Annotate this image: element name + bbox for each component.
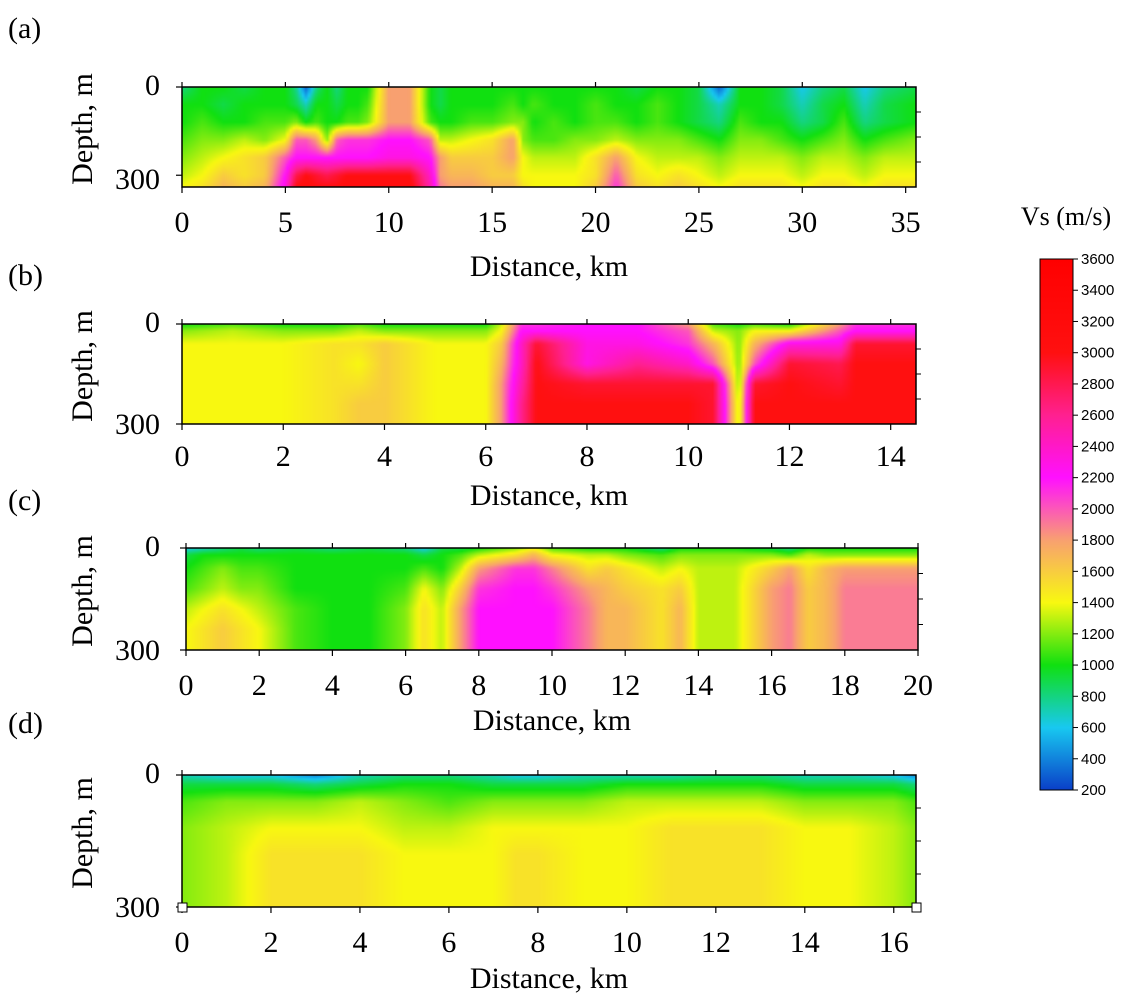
x-axis-title: Distance, km <box>473 704 631 737</box>
panel-label: (a) <box>8 12 41 45</box>
colorbar-tick-label: 2800 <box>1081 376 1114 393</box>
x-axis-title: Distance, km <box>470 962 628 995</box>
colorbar-tick-label: 400 <box>1081 751 1106 768</box>
x-tick-label: 10 <box>374 206 404 239</box>
panel-b: (b) 0 2 4 6 8 10 12 14 0 300 Distance, km Depth, m <box>8 259 921 512</box>
colorbar-tick-label: 2400 <box>1081 438 1114 455</box>
colorbar-tick-label: 1400 <box>1081 595 1114 612</box>
x-tick-label: 14 <box>790 926 820 959</box>
x-tick-label: 10 <box>673 440 703 473</box>
x-tick-label: 14 <box>683 669 713 702</box>
x-tick-label: 4 <box>352 926 367 959</box>
colorbar-tick-label: 2200 <box>1081 470 1114 487</box>
x-tick-label: 20 <box>581 206 611 239</box>
colorbar-tick-label: 200 <box>1081 782 1106 799</box>
y-tick-label: 0 <box>145 757 160 790</box>
y-tick-label: 300 <box>115 163 160 196</box>
panel-label: (d) <box>8 707 43 740</box>
colorbar-tick-label: 1600 <box>1081 563 1114 580</box>
colorbar-title: Vs (m/s) <box>1021 202 1111 231</box>
colorbar-tick-label: 3200 <box>1081 313 1114 330</box>
colorbar-tick-label: 3000 <box>1081 345 1114 362</box>
x-axis-title: Distance, km <box>470 250 628 283</box>
x-tick-label: 14 <box>876 440 906 473</box>
colorbar: Vs (m/s) 3600 3400 3200 3000 2800 2600 2400 2200… <box>1021 202 1115 799</box>
y-axis-title: Depth, m <box>66 777 99 889</box>
colorbar-tick-label: 1200 <box>1081 626 1114 643</box>
x-tick-label: 10 <box>537 669 567 702</box>
x-tick-label: 8 <box>579 440 594 473</box>
x-tick-label: 2 <box>263 926 278 959</box>
velocity-field <box>182 775 916 907</box>
x-tick-label: 25 <box>684 206 714 239</box>
colorbar-tick-label: 2600 <box>1081 407 1114 424</box>
colorbar-tick-label: 3400 <box>1081 282 1114 299</box>
panel-a: (a) 0 5 10 15 20 25 30 35 0 300 Distance, km Depth, … <box>8 12 921 283</box>
velocity-field <box>186 548 918 650</box>
y-axis-title: Depth, m <box>66 535 99 647</box>
y-tick-label: 0 <box>145 306 160 339</box>
x-tick-label: 0 <box>175 206 190 239</box>
panel-d: (d) 0 2 4 6 8 10 12 14 16 0 300 Distance, km Depth, m <box>8 707 921 995</box>
y-tick-label: 300 <box>115 408 160 441</box>
x-tick-label: 5 <box>278 206 293 239</box>
x-tick-label: 4 <box>325 669 340 702</box>
velocity-field <box>182 87 916 187</box>
x-tick-label: 12 <box>610 669 640 702</box>
colorbar-tick-label: 1800 <box>1081 532 1114 549</box>
x-tick-label: 15 <box>477 206 507 239</box>
x-tick-label: 10 <box>612 926 642 959</box>
corner-marker <box>177 902 188 913</box>
colorbar-tick-label: 2000 <box>1081 501 1114 518</box>
x-tick-label: 20 <box>903 669 933 702</box>
x-tick-label: 8 <box>471 669 486 702</box>
x-tick-label: 6 <box>478 440 493 473</box>
x-tick-label: 35 <box>891 206 921 239</box>
x-tick-label: 0 <box>179 669 194 702</box>
colorbar-scale <box>1039 258 1074 791</box>
x-tick-label: 2 <box>252 669 267 702</box>
x-tick-label: 16 <box>879 926 909 959</box>
x-tick-label: 12 <box>701 926 731 959</box>
x-tick-label: 18 <box>830 669 860 702</box>
y-tick-label: 300 <box>115 891 160 924</box>
x-tick-label: 30 <box>787 206 817 239</box>
x-tick-label: 4 <box>377 440 392 473</box>
colorbar-tick-label: 800 <box>1081 688 1106 705</box>
corner-marker <box>911 902 922 913</box>
x-tick-label: 6 <box>441 926 456 959</box>
x-tick-label: 0 <box>175 440 190 473</box>
x-axis-title: Distance, km <box>470 479 628 512</box>
panel-c: (c) 0 2 4 6 8 10 12 14 16 18 20 0 300 Distance, km Dept… <box>8 484 933 737</box>
x-tick-label: 12 <box>774 440 804 473</box>
x-tick-label: 0 <box>175 926 190 959</box>
x-tick-label: 8 <box>530 926 545 959</box>
x-tick-label: 6 <box>398 669 413 702</box>
colorbar-tick-label: 1000 <box>1081 657 1114 674</box>
x-tick-label: 16 <box>757 669 787 702</box>
y-axis-title: Depth, m <box>66 310 99 422</box>
y-axis-title: Depth, m <box>66 73 99 185</box>
x-tick-label: 2 <box>276 440 291 473</box>
panel-label: (c) <box>8 484 41 517</box>
colorbar-tick-label: 3600 <box>1081 251 1114 268</box>
y-tick-label: 300 <box>115 634 160 667</box>
y-tick-label: 0 <box>145 69 160 102</box>
y-tick-label: 0 <box>145 530 160 563</box>
panel-label: (b) <box>8 259 43 292</box>
velocity-field <box>182 324 916 424</box>
colorbar-tick-label: 600 <box>1081 720 1106 737</box>
